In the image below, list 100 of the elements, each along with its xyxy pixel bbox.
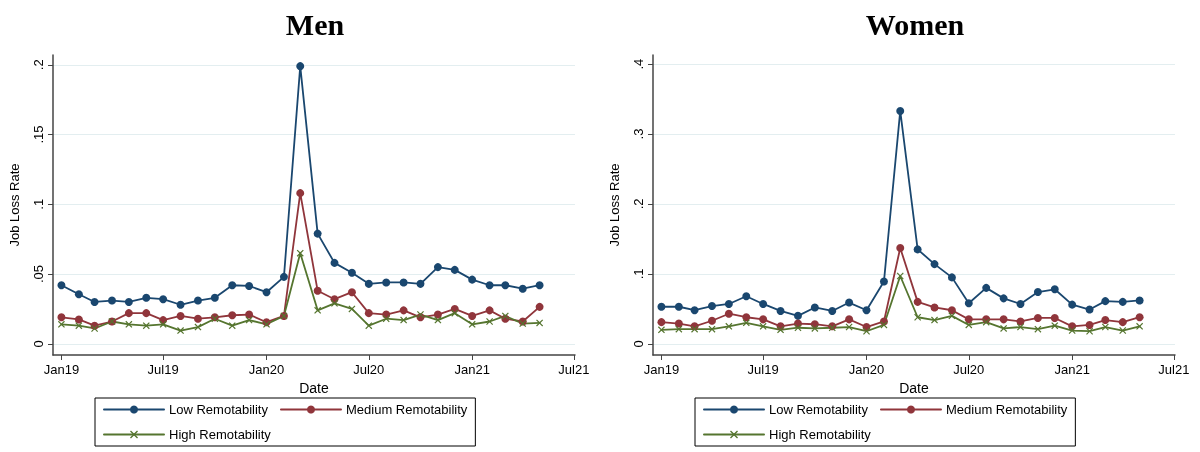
point — [863, 327, 871, 335]
point — [1016, 299, 1025, 308]
point — [74, 290, 83, 299]
point — [142, 322, 150, 330]
point — [914, 313, 922, 321]
point — [296, 249, 304, 257]
x-tick-label: Jul19 — [747, 362, 779, 377]
point — [330, 258, 339, 267]
point — [690, 306, 699, 315]
point — [279, 272, 288, 281]
point — [468, 320, 476, 328]
point — [518, 284, 527, 293]
point — [947, 273, 956, 282]
y-tick-label: .05 — [31, 265, 46, 284]
point — [535, 281, 544, 290]
point — [674, 319, 683, 328]
point — [742, 313, 751, 322]
y-tick-label: .4 — [631, 58, 646, 70]
y-axis-title: Job Loss Rate — [607, 163, 622, 247]
point — [124, 297, 133, 306]
point — [228, 322, 236, 330]
point — [57, 313, 66, 322]
x-tick-label: Jan20 — [248, 362, 285, 377]
point — [657, 326, 665, 334]
point — [1016, 317, 1025, 326]
point — [930, 260, 939, 269]
point — [176, 300, 185, 309]
point — [210, 293, 219, 302]
point — [1101, 323, 1109, 331]
point — [982, 283, 991, 292]
point — [159, 295, 168, 304]
point — [108, 296, 116, 305]
y-tick-label: .2 — [631, 198, 646, 210]
point — [468, 275, 477, 284]
point — [433, 263, 442, 272]
point — [364, 309, 373, 318]
point — [1135, 296, 1144, 305]
point — [434, 316, 442, 324]
legend-label: High Remotability — [769, 427, 872, 442]
point — [1135, 313, 1144, 322]
chart-title: Women — [865, 7, 965, 41]
x-axis-title: Date — [299, 380, 329, 396]
legend-label: Low Remotability — [169, 402, 269, 417]
point — [245, 310, 254, 319]
point — [245, 316, 253, 324]
point — [450, 265, 459, 274]
x-tick-label: Jan21 — [1054, 362, 1090, 377]
point — [896, 272, 904, 280]
point — [811, 324, 819, 332]
point — [1136, 322, 1144, 330]
point — [794, 324, 802, 332]
point — [313, 286, 322, 295]
point — [708, 302, 716, 311]
y-tick-label: 0 — [31, 340, 46, 348]
point — [313, 229, 322, 238]
point — [675, 325, 683, 333]
point — [193, 296, 202, 305]
x-tick-label: Jul19 — [147, 362, 179, 377]
point — [347, 268, 356, 277]
point — [536, 319, 544, 327]
point — [931, 316, 939, 324]
point — [142, 293, 151, 302]
point — [657, 318, 666, 327]
point — [999, 294, 1008, 303]
legend-label: Low Remotability — [769, 402, 869, 417]
point — [365, 322, 373, 330]
x-tick-label: Jan20 — [848, 362, 885, 377]
point — [1118, 318, 1127, 327]
point — [433, 310, 442, 319]
point — [810, 303, 819, 312]
point — [193, 314, 202, 323]
point — [879, 277, 888, 286]
point — [159, 320, 167, 328]
x-tick-label: Jan21 — [454, 362, 490, 377]
point — [1034, 325, 1042, 333]
point — [1101, 297, 1110, 306]
point — [416, 279, 425, 288]
point — [1118, 297, 1127, 306]
point — [725, 322, 733, 330]
point — [759, 299, 768, 308]
point — [124, 309, 133, 318]
point — [74, 315, 83, 324]
point — [930, 303, 939, 312]
point — [948, 312, 956, 320]
point — [451, 309, 459, 317]
y-axis-title: Job Loss Rate — [7, 163, 22, 247]
legend-label: High Remotability — [169, 427, 272, 442]
y-tick-label: .1 — [631, 268, 646, 280]
x-tick-label: Jul21 — [558, 362, 590, 377]
point — [913, 245, 922, 254]
point — [228, 311, 237, 320]
point — [742, 319, 750, 327]
point — [382, 315, 390, 323]
point — [845, 298, 854, 307]
point — [296, 189, 305, 198]
point — [1068, 327, 1076, 335]
x-tick-label: Jul21 — [1158, 362, 1190, 377]
point — [724, 309, 733, 318]
x-tick-label: Jul20 — [353, 362, 385, 377]
point — [399, 278, 408, 287]
